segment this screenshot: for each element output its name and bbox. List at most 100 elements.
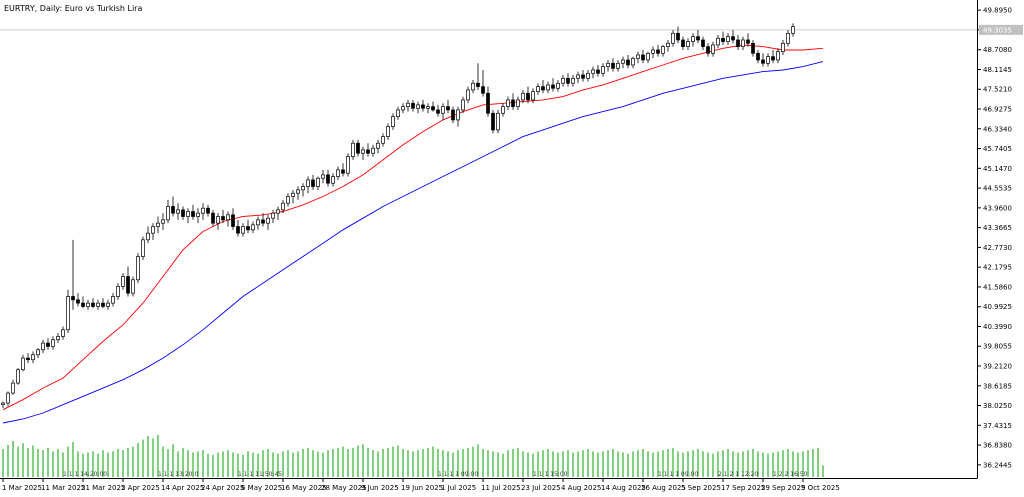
x-tick-label: 16 May 2025 <box>281 484 327 492</box>
candle-body <box>216 216 220 224</box>
candle <box>256 216 260 230</box>
candle <box>171 196 175 217</box>
candle-body <box>686 41 690 47</box>
candle-body <box>481 86 485 94</box>
x-tick-label: 14 Aug 2025 <box>601 484 646 492</box>
candle-body <box>21 357 25 371</box>
candle <box>611 58 615 72</box>
candle <box>396 106 400 120</box>
candle <box>251 221 255 234</box>
candle <box>121 273 125 290</box>
candle-body <box>426 106 430 109</box>
y-tick-label: 45.1470 <box>983 165 1012 173</box>
candle <box>76 293 80 307</box>
candle-body <box>781 42 785 52</box>
candle <box>731 29 735 44</box>
candle <box>191 204 195 220</box>
x-tick-label: 26 Aug 2025 <box>641 484 686 492</box>
candle <box>271 209 275 224</box>
candle-body <box>26 357 30 361</box>
candle <box>151 223 155 240</box>
candle-body <box>121 276 125 287</box>
candle-body <box>526 92 530 101</box>
candle-body <box>501 106 505 114</box>
candle-body <box>316 177 320 187</box>
candle-body <box>86 302 90 307</box>
candle <box>426 103 430 114</box>
candle <box>306 176 310 194</box>
candle <box>231 208 235 230</box>
candle <box>326 169 330 187</box>
candle-body <box>116 286 120 297</box>
candle <box>606 59 610 72</box>
candle-body <box>496 112 500 131</box>
candle <box>6 391 10 407</box>
candle-body <box>581 74 585 79</box>
candle <box>516 96 520 110</box>
candle <box>131 276 135 297</box>
candle-body <box>96 302 100 307</box>
candle <box>236 219 240 237</box>
candle <box>656 44 660 57</box>
candle-body <box>471 82 475 91</box>
candle-body <box>466 89 470 101</box>
candle-body <box>311 179 315 187</box>
candle-body <box>561 77 565 84</box>
candle-body <box>206 207 210 214</box>
x-tick-label: 23 Jul 2025 <box>521 484 561 492</box>
candle <box>156 216 160 234</box>
candle <box>226 211 230 227</box>
candle <box>81 296 85 309</box>
candle-body <box>606 62 610 67</box>
candle <box>16 368 20 385</box>
candle <box>276 206 280 220</box>
x-tick-label: 5 Sep 2025 <box>681 484 721 492</box>
candle <box>711 41 715 57</box>
candle-body <box>141 239 145 257</box>
x-tick-label: 14 Apr 2025 <box>161 484 204 492</box>
candle <box>351 139 355 160</box>
candle <box>136 253 140 284</box>
candle <box>646 51 650 64</box>
candle-body <box>766 56 770 64</box>
candle-body <box>541 86 545 91</box>
candle-body <box>76 299 80 304</box>
y-tick-label: 46.3340 <box>983 125 1012 133</box>
candle <box>691 33 695 47</box>
candle <box>181 206 185 220</box>
candle <box>291 189 295 204</box>
current-price-label: 49.3035 <box>983 26 1012 34</box>
volume-label: 1 1 1 1 09:00 <box>658 471 698 478</box>
candle <box>416 101 420 114</box>
candle-body <box>636 54 640 59</box>
candle <box>531 88 535 104</box>
candle-body <box>71 296 75 301</box>
candle-body <box>406 102 410 107</box>
candle <box>21 354 25 372</box>
candle <box>576 71 580 84</box>
candle <box>581 69 585 82</box>
x-tick-label: 28 May 2025 <box>321 484 367 492</box>
candle-body <box>661 46 665 54</box>
candle <box>146 226 150 244</box>
y-tick-label: 45.7405 <box>983 145 1012 153</box>
y-tick-label: 43.3665 <box>983 224 1012 232</box>
candle-body <box>786 32 790 44</box>
candle <box>96 299 100 310</box>
candle-body <box>196 212 200 217</box>
candle-body <box>291 192 295 197</box>
candle <box>666 39 670 52</box>
candle <box>86 299 90 310</box>
candle-body <box>461 99 465 111</box>
x-tick-label: 9 Jun 2025 <box>361 484 399 492</box>
candle <box>241 223 245 237</box>
candle-body <box>736 39 740 47</box>
candle <box>196 208 200 224</box>
candle-body <box>46 342 50 347</box>
candle <box>456 106 460 127</box>
y-tick-label: 42.7730 <box>983 244 1012 252</box>
candle <box>446 99 450 114</box>
candle-body <box>611 62 615 69</box>
